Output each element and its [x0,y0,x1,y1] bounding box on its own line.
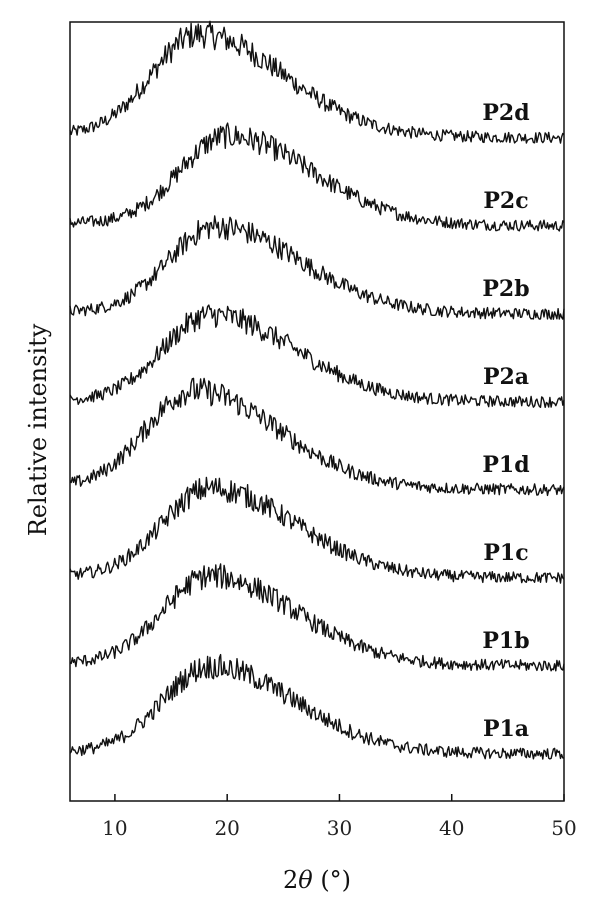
series-line-p1b [69,563,565,672]
series-label-p2a: P2a [483,364,529,390]
series-label-p1b: P1b [482,628,529,654]
series-label-p1a: P1a [483,716,529,742]
series-label-p1d: P1d [482,452,529,478]
x-tick-label: 10 [102,816,127,840]
series-line-p2c [69,122,565,232]
series-line-p1a [69,653,565,760]
series-label-p2c: P2c [483,188,528,214]
series-line-p1d [69,377,565,497]
x-axis-title: 2θ (°) [283,866,351,894]
x-tick-label: 50 [551,816,576,840]
x-tick-label: 20 [214,816,239,840]
series-line-p2b [69,215,565,320]
series-line-p1c [69,476,565,584]
x-tick-label: 30 [327,816,352,840]
plot-frame [69,21,565,802]
y-axis-title: Relative intensity [24,323,52,536]
series-label-p1c: P1c [483,540,528,566]
series-line-p2d [69,20,565,144]
series-label-p2b: P2b [482,276,529,302]
x-tick-label: 40 [439,816,464,840]
x-axis-ticks: 10 20 30 40 50 [102,794,577,840]
series-group [69,20,565,760]
series-label-p2d: P2d [482,100,529,126]
series-line-p2a [69,304,565,408]
series-label-group: P2d P2c P2b P2a P1d P1c P1b P1a [482,100,529,742]
